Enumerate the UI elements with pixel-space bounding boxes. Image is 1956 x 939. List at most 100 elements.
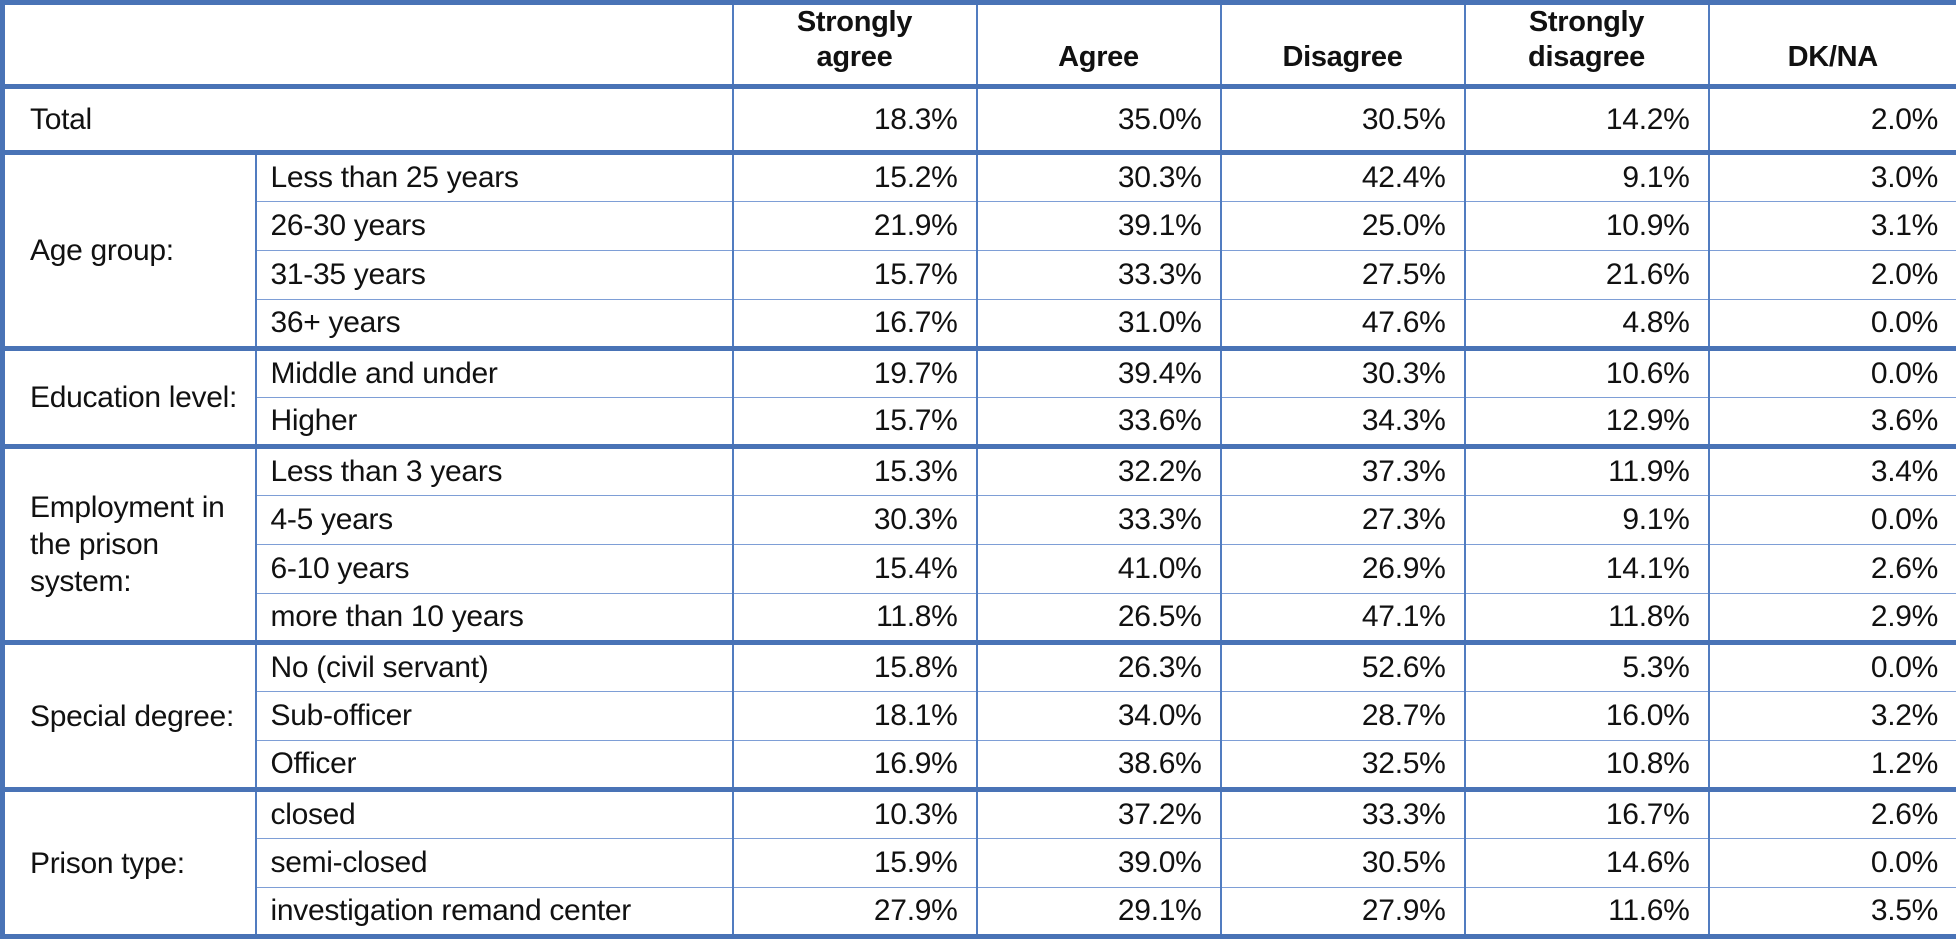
column-header-dkna: DK/NA xyxy=(1709,3,1956,87)
value-cell: 52.6% xyxy=(1221,643,1465,692)
column-header-disagree: Disagree xyxy=(1221,3,1465,87)
value-cell: 32.5% xyxy=(1221,741,1465,790)
value-cell: 11.8% xyxy=(1465,594,1709,643)
value-cell: 18.1% xyxy=(733,692,977,741)
value-cell: 27.3% xyxy=(1221,496,1465,545)
row-label-cell: 36+ years xyxy=(256,300,733,349)
value-cell: 0.0% xyxy=(1709,643,1956,692)
row-label-cell: semi-closed xyxy=(256,839,733,888)
value-cell: 21.6% xyxy=(1465,251,1709,300)
value-cell: 37.2% xyxy=(977,790,1221,839)
value-cell: 10.3% xyxy=(733,790,977,839)
group-label-cell: Special degree: xyxy=(3,643,256,790)
value-cell: 10.9% xyxy=(1465,202,1709,251)
value-cell: 34.3% xyxy=(1221,398,1465,447)
row-label-cell: 4-5 years xyxy=(256,496,733,545)
row-label-cell: closed xyxy=(256,790,733,839)
value-cell: 2.0% xyxy=(1709,87,1956,153)
row-label-cell: Sub-officer xyxy=(256,692,733,741)
value-cell: 0.0% xyxy=(1709,496,1956,545)
value-cell: 3.1% xyxy=(1709,202,1956,251)
row-label-cell: No (civil servant) xyxy=(256,643,733,692)
value-cell: 16.7% xyxy=(1465,790,1709,839)
value-cell: 15.3% xyxy=(733,447,977,496)
value-cell: 31.0% xyxy=(977,300,1221,349)
value-cell: 0.0% xyxy=(1709,349,1956,398)
row-label-cell: 26-30 years xyxy=(256,202,733,251)
value-cell: 11.6% xyxy=(1465,888,1709,937)
value-cell: 26.9% xyxy=(1221,545,1465,594)
value-cell: 1.2% xyxy=(1709,741,1956,790)
group-label-cell: Age group: xyxy=(3,153,256,349)
value-cell: 16.9% xyxy=(733,741,977,790)
value-cell: 47.1% xyxy=(1221,594,1465,643)
group-label-cell: Prison type: xyxy=(3,790,256,937)
value-cell: 18.3% xyxy=(733,87,977,153)
value-cell: 11.8% xyxy=(733,594,977,643)
value-cell: 25.0% xyxy=(1221,202,1465,251)
value-cell: 16.7% xyxy=(733,300,977,349)
value-cell: 15.9% xyxy=(733,839,977,888)
value-cell: 47.6% xyxy=(1221,300,1465,349)
value-cell: 5.3% xyxy=(1465,643,1709,692)
group-label-cell: Employment in the prison system: xyxy=(3,447,256,643)
value-cell: 0.0% xyxy=(1709,839,1956,888)
value-cell: 3.6% xyxy=(1709,398,1956,447)
row-label-cell: Higher xyxy=(256,398,733,447)
column-header-strongly-disagree: Strongly disagree xyxy=(1465,3,1709,87)
value-cell: 9.1% xyxy=(1465,153,1709,202)
value-cell: 30.5% xyxy=(1221,839,1465,888)
corner-cell xyxy=(3,3,733,87)
value-cell: 0.0% xyxy=(1709,300,1956,349)
value-cell: 27.9% xyxy=(733,888,977,937)
value-cell: 30.5% xyxy=(1221,87,1465,153)
value-cell: 32.2% xyxy=(977,447,1221,496)
value-cell: 26.5% xyxy=(977,594,1221,643)
value-cell: 33.3% xyxy=(977,496,1221,545)
header-row: Strongly agree Agree Disagree Strongly d… xyxy=(3,3,1956,87)
value-cell: 16.0% xyxy=(1465,692,1709,741)
row-label-cell: 31-35 years xyxy=(256,251,733,300)
value-cell: 41.0% xyxy=(977,545,1221,594)
value-cell: 39.0% xyxy=(977,839,1221,888)
value-cell: 15.8% xyxy=(733,643,977,692)
value-cell: 15.4% xyxy=(733,545,977,594)
value-cell: 2.6% xyxy=(1709,790,1956,839)
value-cell: 3.5% xyxy=(1709,888,1956,937)
value-cell: 35.0% xyxy=(977,87,1221,153)
row-label-cell: Less than 25 years xyxy=(256,153,733,202)
value-cell: 3.0% xyxy=(1709,153,1956,202)
value-cell: 33.6% xyxy=(977,398,1221,447)
row-label-cell: Officer xyxy=(256,741,733,790)
value-cell: 2.0% xyxy=(1709,251,1956,300)
value-cell: 15.2% xyxy=(733,153,977,202)
value-cell: 4.8% xyxy=(1465,300,1709,349)
value-cell: 10.6% xyxy=(1465,349,1709,398)
row-label-cell: 6-10 years xyxy=(256,545,733,594)
value-cell: 2.6% xyxy=(1709,545,1956,594)
row-label-cell: investigation remand center xyxy=(256,888,733,937)
total-label: Total xyxy=(3,87,733,153)
value-cell: 38.6% xyxy=(977,741,1221,790)
value-cell: 21.9% xyxy=(733,202,977,251)
row-label-cell: Less than 3 years xyxy=(256,447,733,496)
value-cell: 14.1% xyxy=(1465,545,1709,594)
value-cell: 14.6% xyxy=(1465,839,1709,888)
row-label-cell: Middle and under xyxy=(256,349,733,398)
row-label-cell: more than 10 years xyxy=(256,594,733,643)
value-cell: 2.9% xyxy=(1709,594,1956,643)
column-header-agree: Agree xyxy=(977,3,1221,87)
value-cell: 30.3% xyxy=(977,153,1221,202)
